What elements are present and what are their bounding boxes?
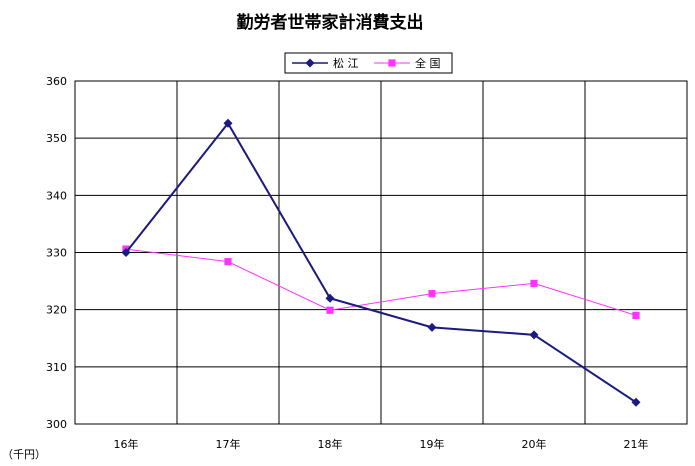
legend-marker-s0 [305,58,315,68]
series-0 [121,118,641,407]
data-point [224,258,232,266]
legend-marker [305,58,315,68]
series-group [121,118,641,407]
legend-label-s0: 松 江 [333,56,359,70]
y-tick-label: 340 [46,189,67,202]
data-point [427,322,437,332]
gridlines [75,80,687,425]
data-point [428,290,436,298]
y-tick-label: 350 [46,132,67,145]
data-point [325,293,335,303]
y-axis-ticks: 300 310 320 330 340 350 360 [46,75,67,431]
series-line [125,248,637,316]
legend-label-s1: 全 国 [415,56,441,70]
y-tick-label: 330 [46,247,67,260]
data-point [530,279,538,287]
y-tick-label: 310 [46,361,67,374]
y-tick-label: 320 [46,304,67,317]
x-tick-label: 21年 [624,437,649,451]
data-point [223,118,233,128]
legend-marker-s1 [388,59,396,67]
x-axis-ticks: 16年 17年 18年 19年 20年 21年 [114,437,649,451]
data-point [631,397,641,407]
x-tick-label: 17年 [216,437,241,451]
legend-box [284,52,453,74]
x-tick-label: 16年 [114,437,139,451]
y-tick-label: 360 [46,75,67,88]
data-point [632,311,640,319]
chart-title: 勤労者世帯家計消費支出 [237,12,424,33]
data-point [529,330,539,340]
y-tick-label: 300 [46,418,67,431]
series-line [125,121,637,404]
data-point [326,306,334,314]
x-tick-label: 18年 [318,437,343,451]
x-tick-label: 19年 [420,437,445,451]
legend-marker [388,59,396,67]
x-tick-label: 20年 [522,437,547,451]
y-axis-unit-label: （千円） [2,448,46,461]
data-point [121,248,131,257]
legend: 松 江 全 国 [284,52,453,74]
